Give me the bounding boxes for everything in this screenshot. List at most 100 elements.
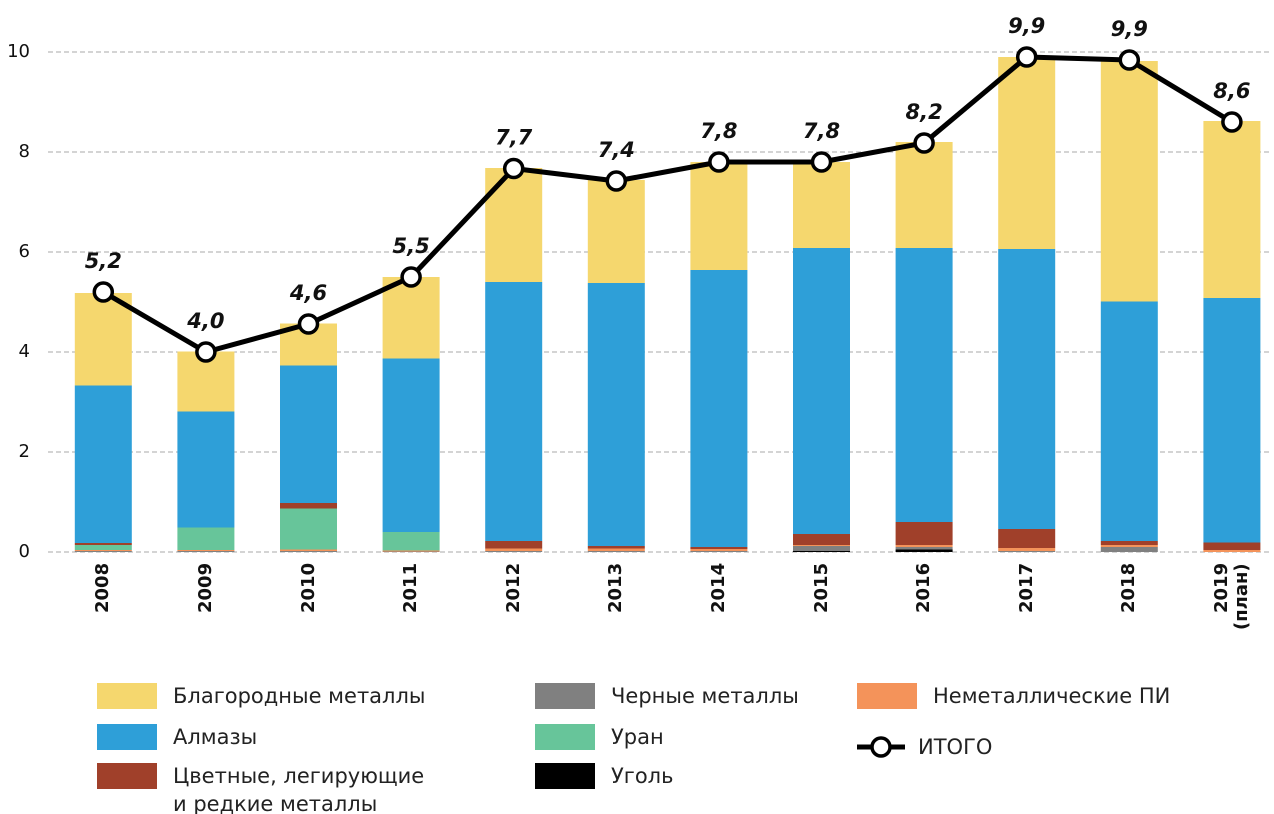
bar-segment: [587, 551, 645, 552]
bar-segment: [382, 532, 440, 551]
total-line: [102, 54, 1234, 355]
legend-item: Цветные, легирующие и редкие металлы: [97, 762, 424, 814]
bar-segment: [793, 545, 850, 546]
value-label: 9,9: [1111, 17, 1148, 41]
total-marker: [1221, 111, 1243, 133]
legend-label: Благородные металлы: [173, 684, 426, 708]
bar-segment: [1100, 61, 1158, 302]
bar-segment: [485, 282, 543, 541]
legend-label: Алмазы: [173, 725, 258, 749]
legend-swatch: [535, 724, 595, 750]
total-marker: [1118, 49, 1141, 71]
total-marker: [502, 157, 525, 180]
bar-segment: [690, 551, 748, 552]
bar-segment: [1100, 541, 1158, 545]
value-label: 7,4: [598, 138, 635, 162]
bar-segment: [690, 270, 748, 547]
bar-segment: [690, 547, 748, 549]
legend-swatch: [535, 763, 595, 789]
y-tick-label: 4: [19, 341, 30, 362]
bar-segment: [998, 249, 1056, 529]
legend-label: Неметаллические ПИ: [933, 684, 1171, 708]
bar-segment: [895, 522, 953, 545]
x-tick-label: 2013: [605, 563, 627, 614]
bar-segment: [1203, 298, 1261, 543]
legend-item: Благородные металлы: [97, 682, 425, 710]
x-tick-label: 2016: [913, 563, 935, 614]
bar-segment: [382, 358, 440, 532]
y-tick-label: 2: [19, 441, 30, 462]
bar-segment: [690, 549, 748, 551]
bar-segment: [895, 547, 953, 550]
value-label: 9,9: [1008, 14, 1045, 38]
legend-swatch: [857, 683, 917, 709]
x-tick-label: 2015: [810, 563, 832, 614]
bar-segment: [382, 277, 440, 359]
value-label: 8,6: [1213, 79, 1250, 103]
legend-marker: [870, 736, 892, 758]
total-marker: [1015, 46, 1038, 68]
bar-segment: [998, 529, 1056, 548]
y-tick-label: 8: [19, 141, 30, 162]
bar-segment: [280, 508, 337, 550]
bar-segment: [485, 168, 543, 282]
value-label: 5,5: [392, 234, 429, 258]
legend-item: Черные металлы: [535, 682, 799, 710]
bar-segment: [998, 551, 1056, 552]
bar-segment: [1100, 301, 1158, 541]
total-marker: [913, 132, 935, 154]
bar-segment: [382, 551, 440, 552]
total-marker: [708, 151, 730, 173]
value-label: 8,2: [905, 100, 942, 124]
total-marker: [400, 266, 422, 288]
bar-segment: [1203, 550, 1261, 552]
bar-segment: [793, 551, 850, 552]
value-label: 7,7: [495, 126, 533, 150]
legend-item: Неметаллические ПИ: [857, 682, 1170, 710]
bar-segment: [1203, 121, 1261, 298]
x-tick-label: 2018: [1118, 563, 1140, 614]
bar-segment: [280, 503, 337, 509]
bar-segment: [690, 162, 748, 270]
legend-label: Черные металлы: [611, 684, 799, 708]
bar-segment: [382, 550, 440, 552]
x-tick-label: 2011: [400, 563, 422, 614]
bar-segment: [587, 546, 645, 549]
bar-segment: [998, 548, 1056, 551]
total-marker: [195, 341, 217, 363]
bar-segment: [280, 365, 337, 503]
total-marker: [605, 170, 628, 192]
bar-segment: [74, 551, 132, 552]
value-label: 7,8: [700, 119, 737, 143]
y-tick-label: 10: [7, 41, 30, 62]
legend-label: Уголь: [611, 764, 674, 788]
bar-segment: [177, 411, 235, 528]
bar-segment: [1100, 545, 1158, 547]
bar-segment: [74, 385, 132, 543]
legend-swatch: [97, 683, 157, 709]
x-tick-label: 2019 (план): [1210, 563, 1252, 630]
bar-segment: [74, 545, 132, 550]
x-tick-label: 2008: [92, 563, 114, 614]
bar-segment: [895, 248, 953, 522]
bar-segment: [895, 545, 953, 547]
legend-swatch: [535, 683, 595, 709]
legend-label: ИТОГО: [918, 735, 992, 759]
bar-segment: [793, 534, 850, 545]
bar-segment: [895, 142, 953, 248]
y-tick-label: 0: [19, 541, 30, 562]
bar-segment: [1100, 547, 1158, 552]
total-marker: [92, 281, 115, 303]
legend-swatch: [97, 763, 157, 789]
value-label: 4,0: [186, 309, 224, 333]
legend-item: Уголь: [535, 762, 673, 790]
value-label: 7,8: [803, 119, 840, 143]
bar-segment: [793, 248, 850, 534]
total-marker: [810, 151, 833, 173]
legend-item: Уран: [535, 723, 664, 751]
legend-label: Уран: [611, 725, 664, 749]
bar-segment: [485, 551, 543, 552]
bar-segment: [793, 546, 850, 551]
